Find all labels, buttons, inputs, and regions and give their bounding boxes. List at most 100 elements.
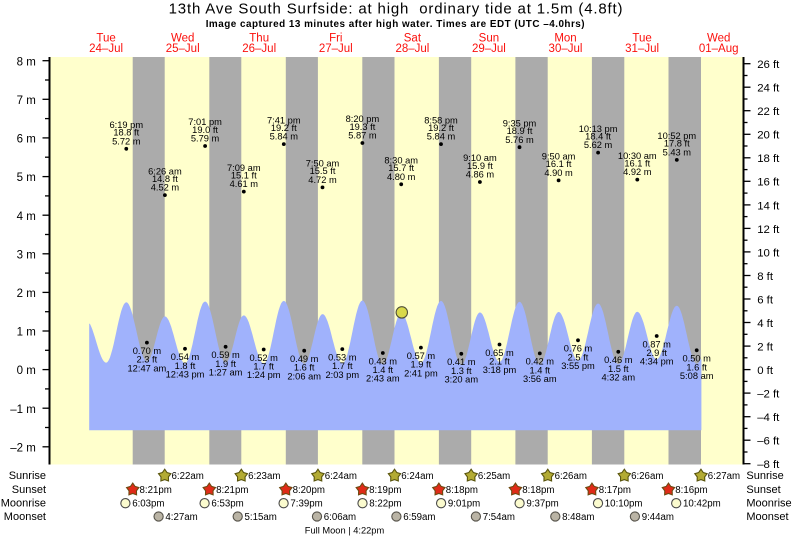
- svg-text:8:58 pm: 8:58 pm: [424, 115, 458, 125]
- svg-text:7:54am: 7:54am: [483, 512, 515, 523]
- svg-text:10:10pm: 10:10pm: [605, 499, 643, 510]
- svg-text:0.50 m: 0.50 m: [682, 354, 711, 364]
- svg-text:Fri: Fri: [329, 32, 342, 44]
- svg-text:Wed: Wed: [707, 32, 730, 44]
- svg-text:20 ft: 20 ft: [757, 130, 780, 142]
- svg-text:1.6 ft: 1.6 ft: [686, 362, 707, 372]
- svg-text:Thu: Thu: [249, 32, 269, 44]
- svg-text:9:37pm: 9:37pm: [526, 499, 558, 510]
- svg-text:10:42pm: 10:42pm: [683, 499, 721, 510]
- svg-text:24 ft: 24 ft: [757, 83, 780, 95]
- svg-text:10:13 pm: 10:13 pm: [579, 124, 618, 134]
- svg-text:5:08 am: 5:08 am: [680, 371, 714, 381]
- svg-text:8:18pm: 8:18pm: [446, 485, 478, 496]
- svg-text:5.84 m: 5.84 m: [427, 132, 456, 142]
- svg-text:5:15am: 5:15am: [245, 512, 277, 523]
- svg-text:9:44am: 9:44am: [642, 512, 674, 523]
- svg-text:19.2 ft: 19.2 ft: [271, 123, 297, 133]
- svg-text:5.43 m: 5.43 m: [663, 148, 692, 158]
- svg-text:8:21pm: 8:21pm: [140, 485, 172, 496]
- svg-text:3:18 pm: 3:18 pm: [483, 365, 517, 375]
- svg-text:8:19pm: 8:19pm: [369, 485, 401, 496]
- svg-text:5.76 m: 5.76 m: [505, 135, 534, 145]
- svg-text:Sunset: Sunset: [746, 484, 780, 496]
- svg-text:22 ft: 22 ft: [757, 106, 780, 118]
- svg-text:0.54 m: 0.54 m: [171, 352, 200, 362]
- svg-text:Sunrise: Sunrise: [9, 470, 46, 482]
- svg-text:28–Jul: 28–Jul: [395, 43, 429, 55]
- svg-text:15.1 ft: 15.1 ft: [231, 170, 257, 180]
- svg-text:8:17pm: 8:17pm: [599, 485, 631, 496]
- svg-text:2:06 am: 2:06 am: [287, 371, 321, 381]
- svg-text:12:43 pm: 12:43 pm: [166, 370, 205, 380]
- svg-text:26 ft: 26 ft: [757, 59, 780, 71]
- svg-text:8 m: 8 m: [17, 56, 36, 68]
- svg-text:3:20 am: 3:20 am: [445, 375, 479, 385]
- svg-text:10:52 pm: 10:52 pm: [657, 131, 696, 141]
- svg-text:16.1 ft: 16.1 ft: [546, 159, 572, 169]
- svg-text:16 ft: 16 ft: [757, 177, 780, 189]
- svg-text:Mon: Mon: [554, 32, 576, 44]
- svg-text:4 m: 4 m: [17, 211, 36, 223]
- svg-text:2:03 pm: 2:03 pm: [326, 370, 360, 380]
- svg-text:7 m: 7 m: [17, 95, 36, 107]
- svg-text:–4 ft: –4 ft: [757, 412, 780, 424]
- svg-text:1.6 ft: 1.6 ft: [294, 363, 315, 373]
- svg-text:6:25am: 6:25am: [478, 471, 510, 482]
- svg-text:24–Jul: 24–Jul: [89, 43, 123, 55]
- svg-text:15.7 ft: 15.7 ft: [388, 163, 414, 173]
- svg-text:2 ft: 2 ft: [757, 342, 774, 354]
- svg-text:6:26am: 6:26am: [631, 471, 663, 482]
- svg-text:4:27am: 4:27am: [165, 512, 197, 523]
- svg-text:Image captured 13 minutes afte: Image captured 13 minutes after high wat…: [206, 19, 585, 30]
- svg-text:7:01 pm: 7:01 pm: [188, 117, 222, 127]
- svg-text:0 m: 0 m: [17, 365, 36, 377]
- svg-text:3 m: 3 m: [17, 249, 36, 261]
- svg-text:2 m: 2 m: [17, 288, 36, 300]
- svg-text:15.9 ft: 15.9 ft: [467, 161, 493, 171]
- svg-text:0.49 m: 0.49 m: [290, 354, 319, 364]
- svg-text:–8 ft: –8 ft: [757, 459, 780, 471]
- svg-text:6:24am: 6:24am: [401, 471, 433, 482]
- svg-text:9:50 am: 9:50 am: [542, 152, 576, 162]
- svg-text:8:48am: 8:48am: [562, 512, 594, 523]
- svg-text:4.80 m: 4.80 m: [387, 172, 416, 182]
- svg-text:1:27 am: 1:27 am: [209, 368, 243, 378]
- svg-text:12 ft: 12 ft: [757, 224, 780, 236]
- svg-text:10 ft: 10 ft: [757, 247, 780, 259]
- svg-text:–1 m: –1 m: [10, 404, 36, 416]
- svg-text:Moonset: Moonset: [746, 511, 788, 523]
- svg-text:26–Jul: 26–Jul: [242, 43, 276, 55]
- svg-text:0.57 m: 0.57 m: [407, 351, 436, 361]
- svg-text:Sunrise: Sunrise: [746, 470, 783, 482]
- svg-text:6 ft: 6 ft: [757, 294, 774, 306]
- svg-text:Wed: Wed: [171, 32, 194, 44]
- svg-text:–2 m: –2 m: [10, 442, 36, 454]
- svg-text:–6 ft: –6 ft: [757, 436, 780, 448]
- svg-text:4.72 m: 4.72 m: [308, 175, 337, 185]
- svg-text:8:20pm: 8:20pm: [293, 485, 325, 496]
- svg-text:13th Ave South Surfside: at hi: 13th Ave South Surfside: at high ordinar…: [169, 0, 624, 17]
- svg-text:4.92 m: 4.92 m: [623, 167, 652, 177]
- svg-text:5.72 m: 5.72 m: [112, 136, 141, 146]
- svg-text:6:27am: 6:27am: [708, 471, 740, 482]
- svg-text:6:26 am: 6:26 am: [148, 166, 182, 176]
- svg-text:4.86 m: 4.86 m: [466, 170, 495, 180]
- svg-text:Sunset: Sunset: [12, 484, 46, 496]
- svg-text:8:16pm: 8:16pm: [675, 485, 707, 496]
- svg-text:4.52 m: 4.52 m: [151, 183, 180, 193]
- svg-text:6:59am: 6:59am: [403, 512, 435, 523]
- svg-text:5.87 m: 5.87 m: [348, 131, 377, 141]
- svg-text:19.3 ft: 19.3 ft: [349, 122, 375, 132]
- svg-text:18 ft: 18 ft: [757, 153, 780, 165]
- svg-text:5 m: 5 m: [17, 172, 36, 184]
- svg-text:10:30 am: 10:30 am: [618, 151, 657, 161]
- svg-text:4:34 pm: 4:34 pm: [640, 357, 674, 367]
- svg-text:Sat: Sat: [404, 32, 422, 44]
- svg-text:0.53 m: 0.53 m: [328, 352, 357, 362]
- svg-text:2.1 ft: 2.1 ft: [489, 357, 510, 367]
- svg-text:17.8 ft: 17.8 ft: [664, 139, 690, 149]
- svg-text:29–Jul: 29–Jul: [472, 43, 506, 55]
- svg-text:01–Aug: 01–Aug: [699, 43, 739, 55]
- svg-text:Sun: Sun: [479, 32, 499, 44]
